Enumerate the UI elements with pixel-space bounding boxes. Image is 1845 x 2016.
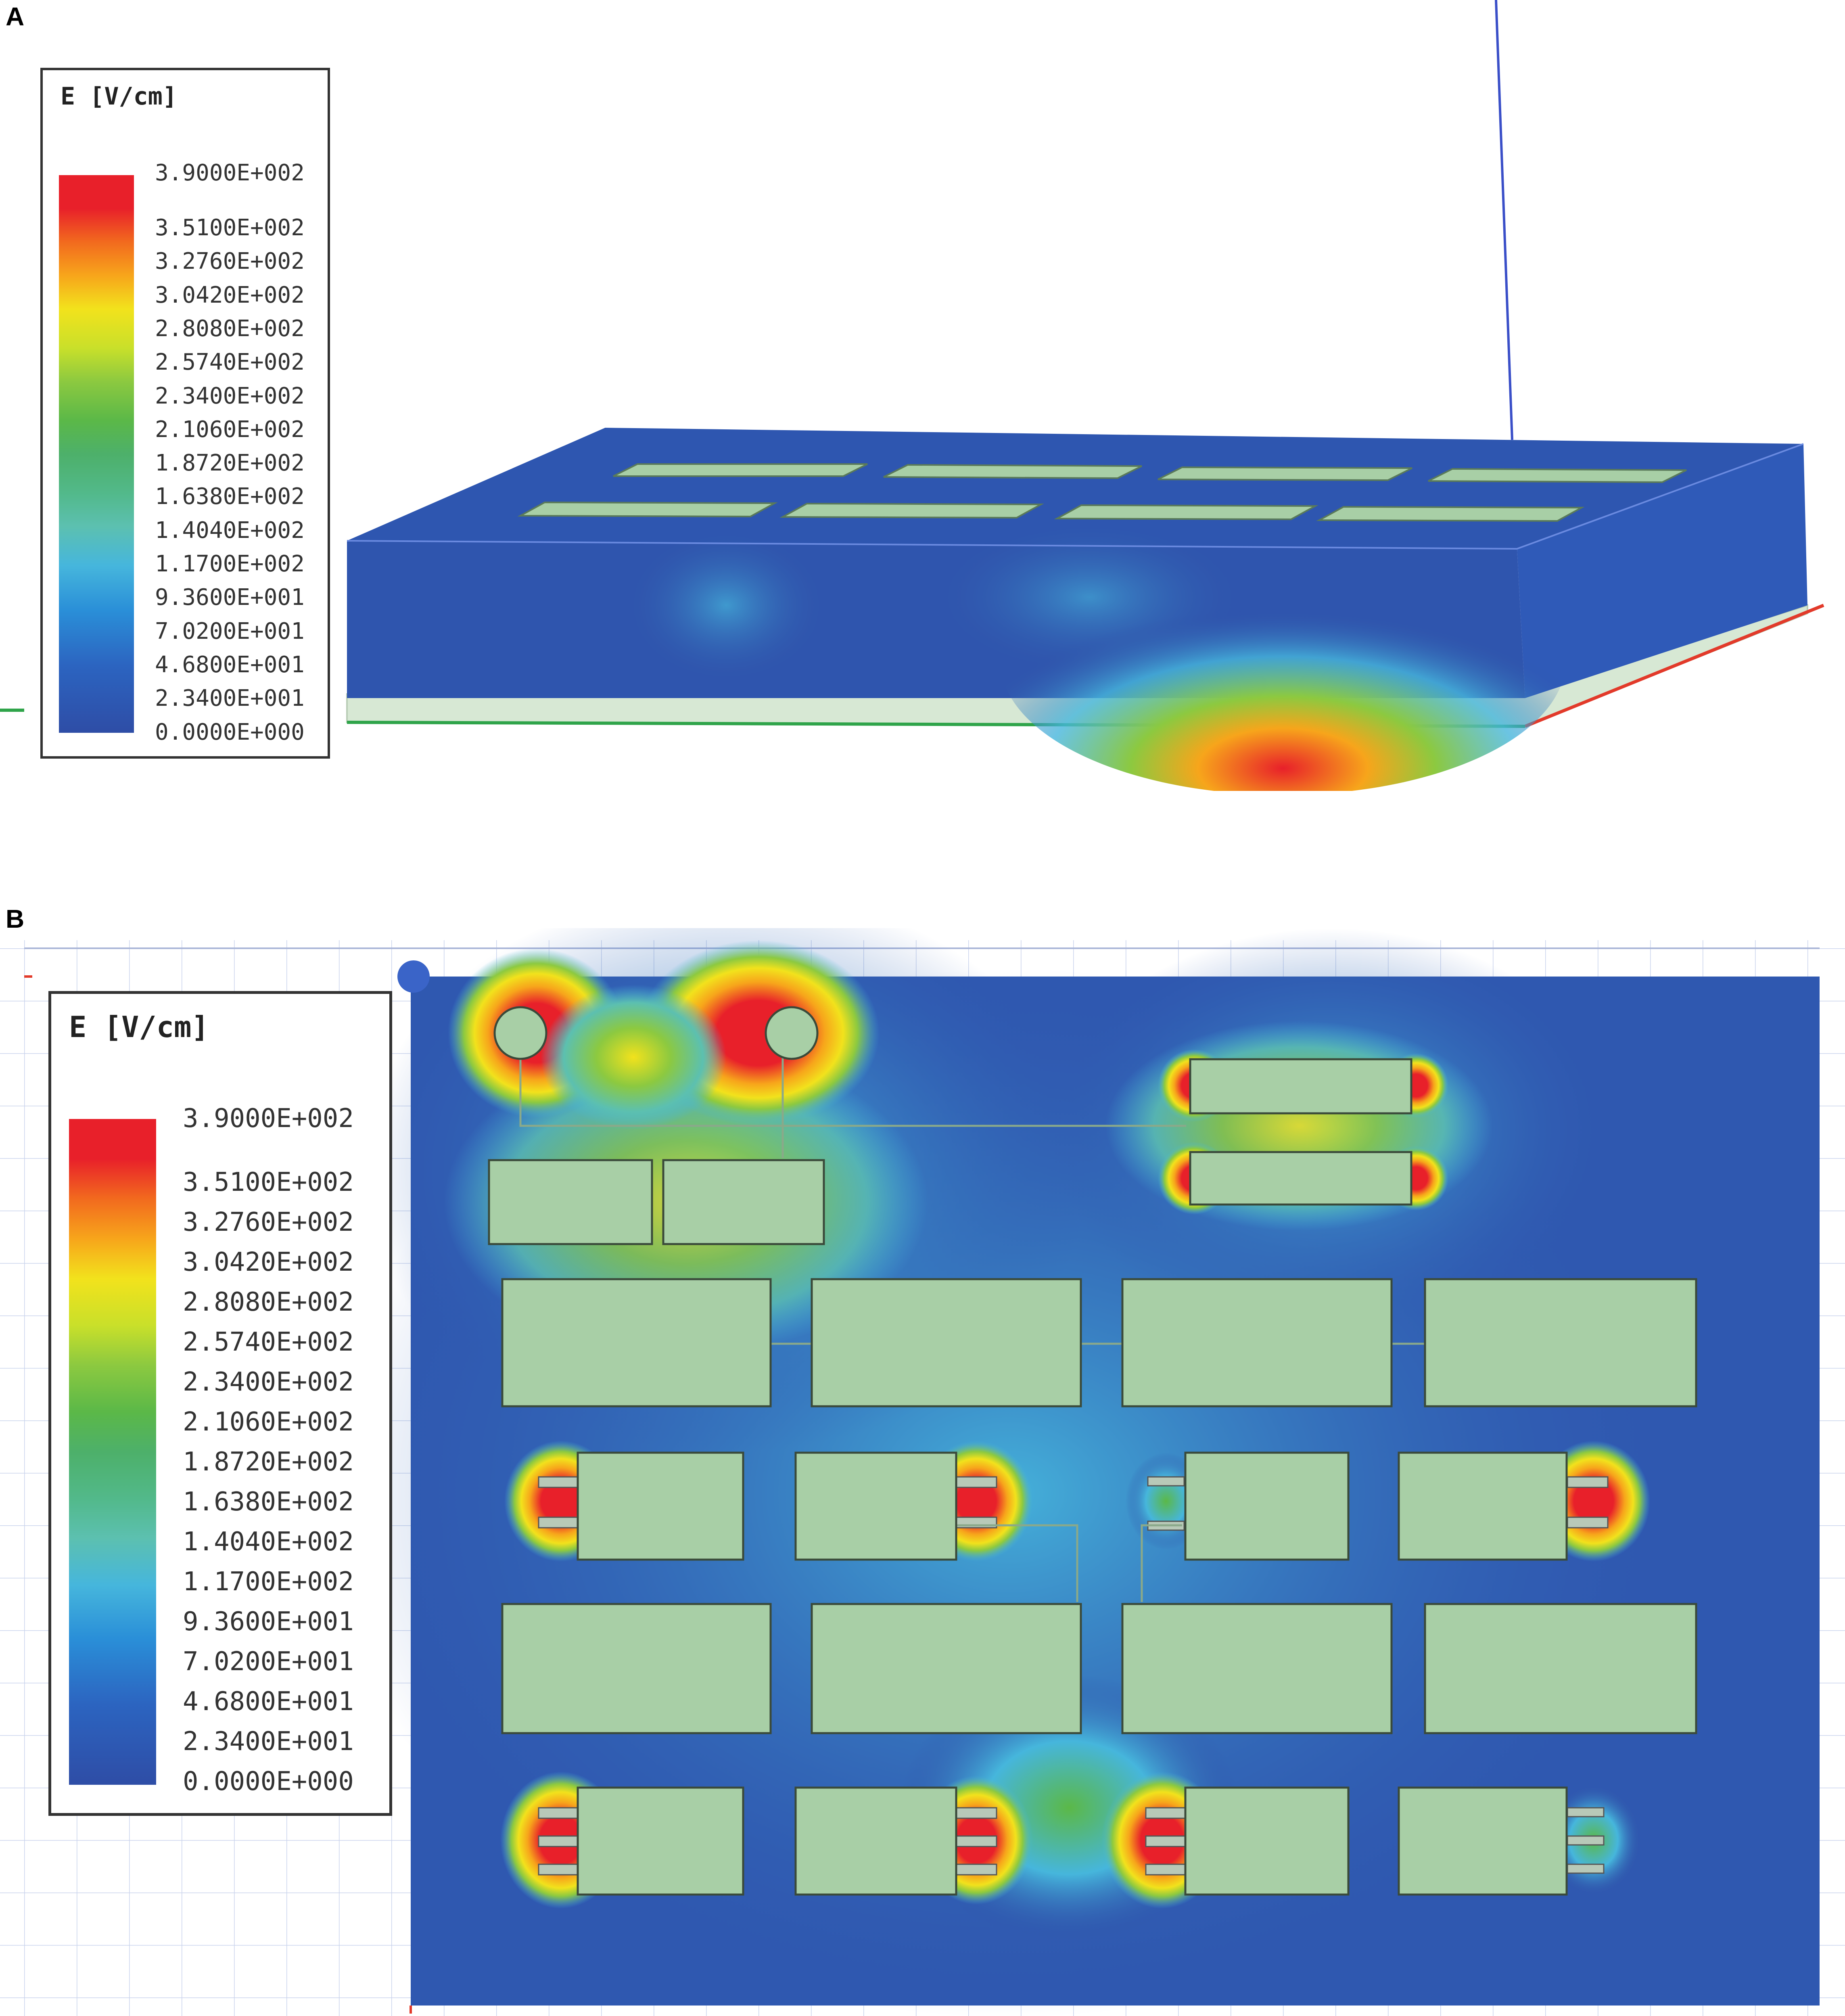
legend-tick-label: 2.8080E+002 [155,315,305,342]
x-axis-line [1524,604,1824,728]
legend-tick-label: 0.0000E+000 [155,719,305,745]
legend-tick-label: 2.3400E+002 [155,383,305,409]
legend-tick-label: 3.0420E+002 [155,282,305,308]
panel-a-legend-title: E [V/cm] [61,82,177,111]
legend-tick-label: 7.0200E+001 [183,1647,354,1677]
panel-b-legend: E [V/cm] 3.9000E+002 3.5100E+002 3.2760E+0… [48,991,392,1816]
legend-tick-label: 2.1060E+002 [183,1407,354,1437]
legend-tick-label: 3.0420E+002 [183,1247,354,1277]
legend-tick-label: 4.6800E+001 [183,1687,354,1717]
legend-tick-label: 2.5740E+002 [183,1327,354,1357]
panel-a-legend: E [V/cm] 3.9000E+002 3.5100E+002 3.2760E+0… [40,68,330,759]
legend-tick-label: 3.5100E+002 [183,1167,354,1197]
circular-pad-left [493,1006,547,1060]
traces [519,1033,1424,1602]
legend-tick-label: 2.5740E+002 [155,349,305,376]
legend-tick-label: 3.9000E+002 [155,160,305,186]
legend-tick-label: 2.3400E+001 [155,685,305,712]
rect-pads [488,1058,1697,1896]
panel-b-colorbar [69,1119,156,1785]
panel-a-colorbar [59,175,134,733]
panel-b-legend-title: E [V/cm] [69,1010,209,1044]
legend-tick-label: 3.9000E+002 [183,1104,354,1133]
corner-marker [397,960,430,993]
legend-tick-label: 2.1060E+002 [155,416,305,443]
legend-tick-label: 1.4040E+002 [183,1527,354,1557]
legend-tick-label: 3.2760E+002 [155,248,305,275]
circular-pad-right [765,1006,819,1060]
front-hotspot [1001,529,1565,791]
legend-tick-label: 1.6380E+002 [155,483,305,510]
legend-tick-label: 3.2760E+002 [183,1207,354,1237]
box-right-face [1517,444,1807,698]
panel-a-3d-field-view [0,0,1824,791]
legend-tick-label: 9.3600E+001 [155,584,305,611]
legend-tick-label: 7.0200E+001 [155,618,305,644]
panel-b-top-field-view [0,928,1845,2016]
legend-tick-label: 1.6380E+002 [183,1487,354,1517]
panel-b-letter: B [6,904,25,933]
legend-tick-label: 1.1700E+002 [155,551,305,577]
legend-tick-label: 0.0000E+000 [183,1767,354,1796]
legend-tick-label: 2.3400E+001 [183,1727,354,1757]
legend-tick-label: 1.1700E+002 [183,1567,354,1597]
legend-tick-label: 9.3600E+001 [183,1607,354,1637]
top-pads [517,463,1687,522]
hotspot-mid-gap [541,985,726,1130]
z-axis-line [1495,0,1513,440]
legend-tick-label: 3.5100E+002 [155,215,305,241]
legend-tick-label: 2.3400E+002 [183,1367,354,1397]
legend-tick-label: 2.8080E+002 [183,1287,354,1317]
box-outline [347,443,1804,550]
front-glow-left [621,525,831,686]
panel-a-letter: A [6,2,25,31]
legend-tick-label: 1.8720E+002 [183,1447,354,1477]
legend-tick-label: 1.8720E+002 [155,450,305,477]
legend-tick-label: 1.4040E+002 [155,517,305,544]
legend-tick-label: 4.6800E+001 [155,651,305,678]
